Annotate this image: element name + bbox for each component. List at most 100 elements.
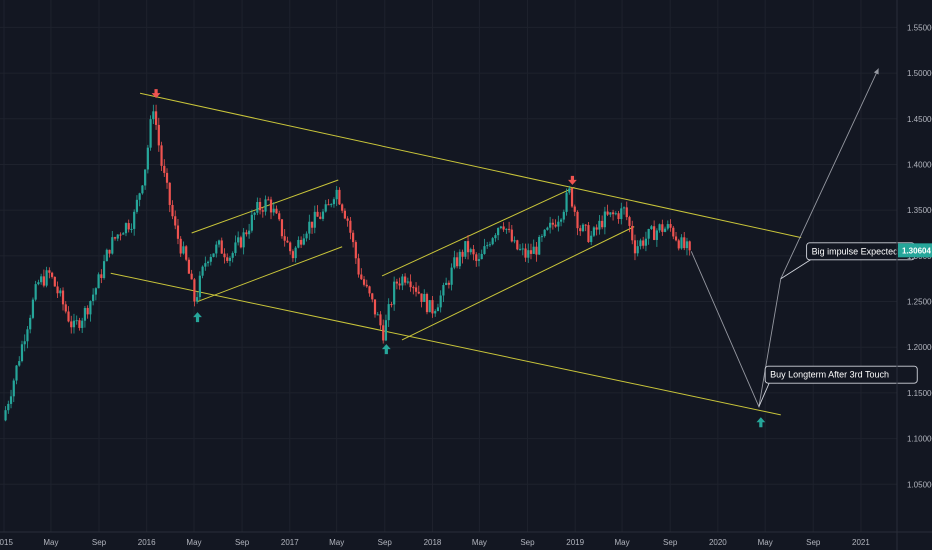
candle-up [469, 249, 472, 253]
candle-down [360, 274, 363, 280]
candle-up [439, 295, 442, 308]
candle-up [237, 237, 240, 243]
x-tick-label: 2020 [709, 538, 727, 547]
candle-down [633, 240, 637, 254]
sell-arrow-icon [151, 89, 161, 99]
candle-up [242, 232, 245, 248]
candle-up [680, 237, 683, 249]
candle-up [644, 238, 648, 246]
candle-down [365, 284, 368, 287]
buy-arrow-icon [756, 417, 766, 428]
candle-up [29, 317, 32, 330]
x-tick-label: May [615, 538, 630, 547]
candle-up [464, 241, 467, 257]
candle-down [409, 281, 412, 288]
candle-up [228, 257, 232, 261]
candle-down [642, 240, 645, 246]
candle-up [201, 266, 204, 276]
candle-up [513, 240, 516, 242]
candle-down [42, 276, 45, 286]
candle-down [677, 240, 680, 249]
candle-up [565, 192, 568, 212]
candle-down [64, 304, 67, 312]
candle-up [302, 238, 305, 245]
candle-down [420, 293, 423, 302]
candle-up [666, 224, 669, 229]
candle-down [584, 224, 587, 226]
candle-down [269, 199, 273, 213]
trendline [139, 92, 802, 239]
candle-down [108, 249, 111, 254]
candle-up [144, 169, 147, 186]
candle-down [190, 273, 193, 280]
candle-down [466, 241, 470, 253]
x-tick-label: 2015 [0, 538, 13, 547]
candle-down [193, 279, 196, 302]
projection-arrowhead [873, 68, 879, 75]
current-price-text: 1.30604 [902, 246, 931, 255]
candle-up [428, 300, 431, 313]
candle-up [488, 244, 492, 246]
candle-up [598, 220, 601, 230]
candle-up [406, 281, 409, 283]
trendline [197, 246, 343, 303]
candle-up [620, 208, 623, 220]
candle-up [540, 236, 544, 238]
trendline [381, 186, 575, 277]
candle-down [653, 226, 656, 240]
candle-down [346, 218, 349, 221]
y-tick-label: 1.45000 [907, 115, 932, 124]
candle-up [105, 249, 108, 262]
candle-down [390, 304, 393, 306]
candle-up [313, 211, 316, 228]
candle-down [316, 211, 319, 217]
candle-down [414, 287, 418, 292]
candle-down [239, 237, 243, 248]
candle-down [606, 211, 609, 215]
candle-down [267, 199, 270, 201]
candle-down [261, 210, 264, 212]
candle-down [417, 291, 420, 294]
candle-up [655, 230, 658, 240]
candle-down [595, 227, 598, 230]
candle-down [157, 124, 160, 146]
candle-down [280, 219, 284, 237]
candle-up [324, 204, 327, 212]
candle-down [447, 282, 450, 285]
candle-down [78, 320, 81, 328]
candle-down [171, 204, 174, 217]
callout: Big impulse Expected [780, 242, 916, 280]
candle-up [647, 229, 650, 239]
candle-up [253, 212, 256, 215]
candle-up [250, 214, 253, 231]
x-tick-label: May [186, 538, 201, 547]
candle-up [658, 224, 661, 231]
candle-down [174, 216, 177, 226]
candle-up [321, 211, 325, 219]
time-axis[interactable]: 2015 May Sep 2016 May Sep 2017 May Sep 2018 May Sep… [0, 531, 932, 547]
candle-down [529, 250, 533, 254]
candle-down [472, 249, 475, 255]
candle-up [141, 185, 144, 194]
candle-up [209, 256, 212, 262]
candle-up [97, 274, 100, 289]
candle-up [434, 311, 437, 314]
candle-down [611, 212, 615, 215]
candle-up [663, 228, 667, 232]
callout-box [764, 365, 918, 384]
candle-up [557, 221, 560, 227]
candle-up [458, 251, 461, 267]
candle-down [475, 254, 478, 261]
candle-down [412, 287, 415, 289]
candle-up [18, 361, 21, 366]
candle-up [639, 240, 642, 247]
candle-up [124, 223, 128, 234]
candle-down [551, 222, 554, 225]
candle-down [163, 165, 166, 173]
candle-down [245, 232, 248, 235]
candle-down [510, 229, 513, 242]
candle-down [341, 204, 344, 211]
candle-up [231, 253, 234, 258]
candle-up [20, 344, 24, 362]
